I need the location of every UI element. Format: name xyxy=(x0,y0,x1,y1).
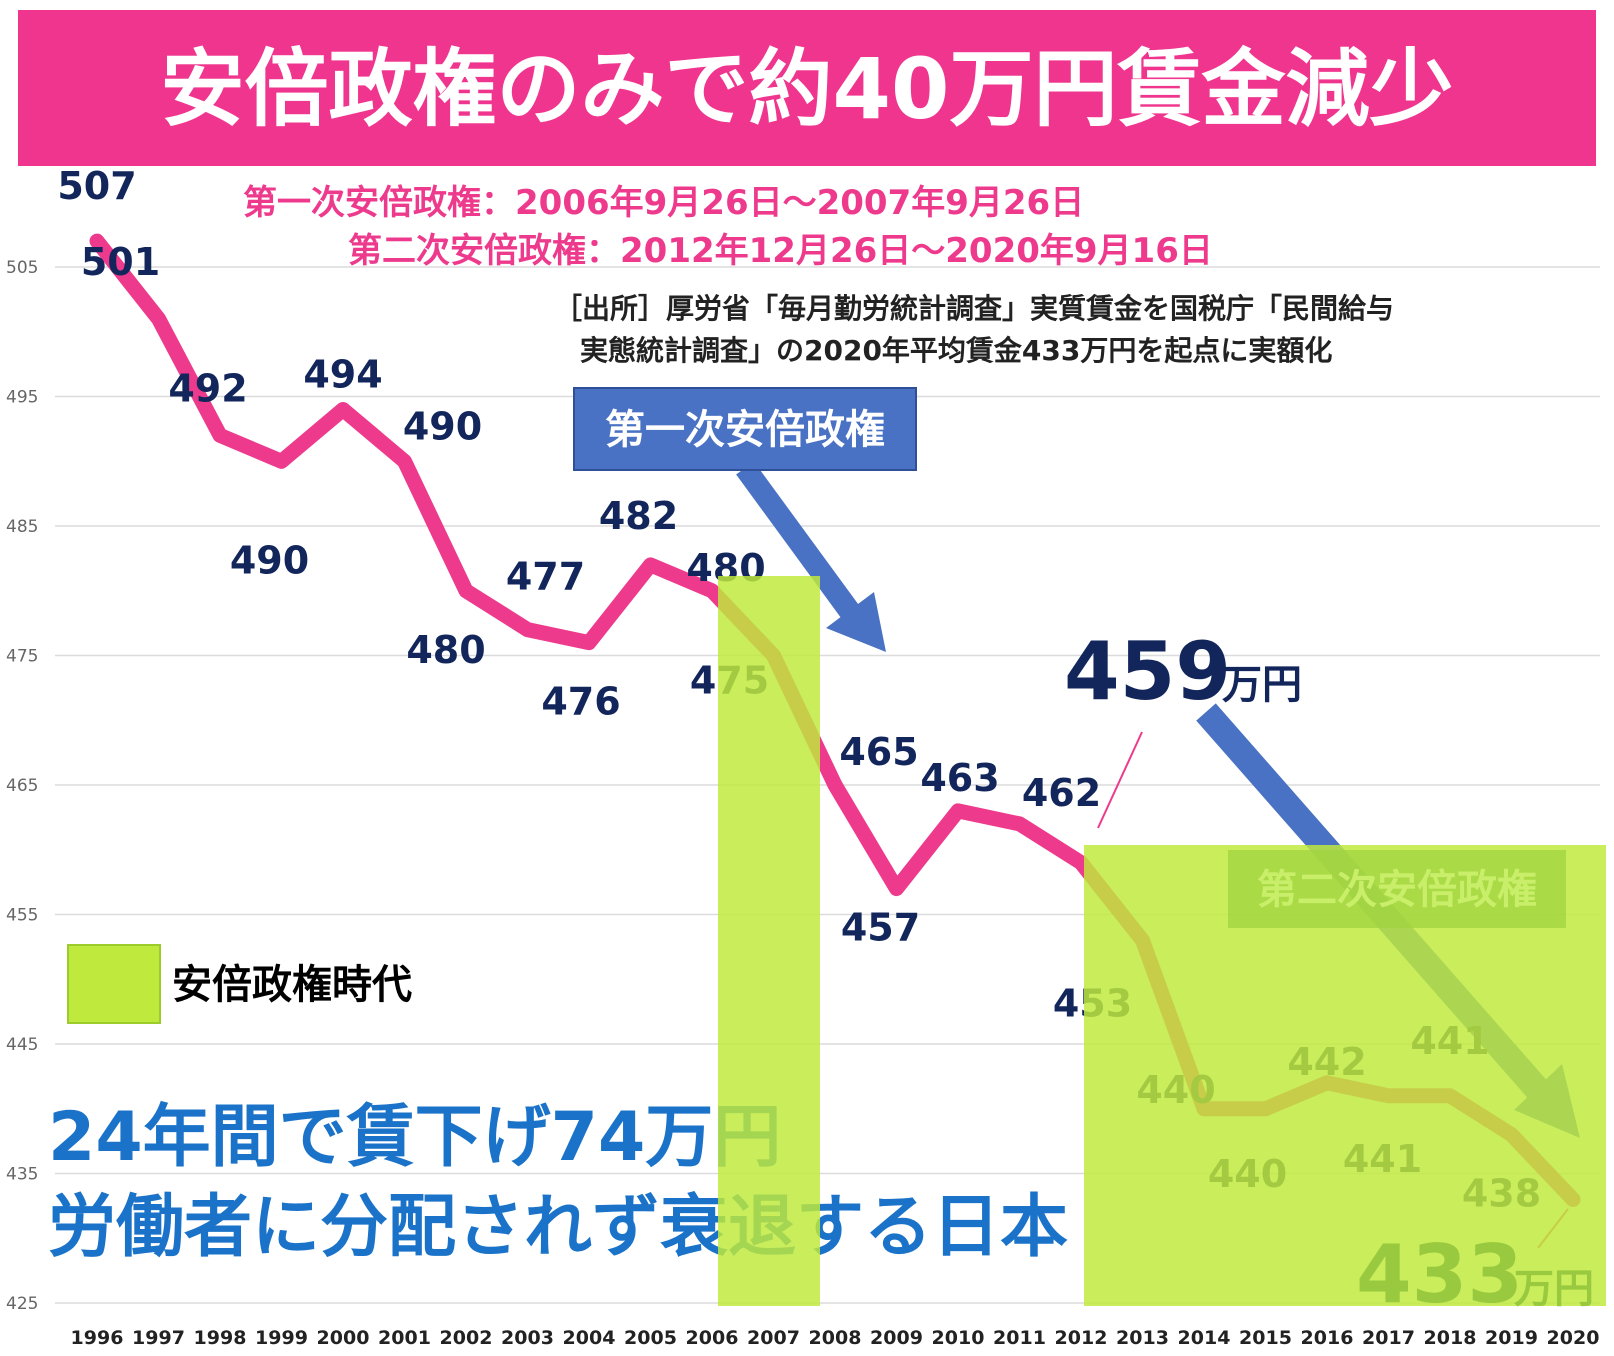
x-tick-label: 2011 xyxy=(993,1327,1046,1349)
x-tick-label: 2018 xyxy=(1424,1327,1477,1349)
x-tick-label: 2020 xyxy=(1547,1327,1600,1349)
x-tick-label: 2019 xyxy=(1485,1327,1538,1349)
data-label-1999: 490 xyxy=(230,538,309,582)
callout-2020-unit: 万円 xyxy=(1514,1266,1594,1312)
data-label-2008: 465 xyxy=(839,730,918,774)
y-tick-label: 455 xyxy=(6,906,38,926)
y-tick-label: 435 xyxy=(6,1165,38,1185)
x-tick-label: 2001 xyxy=(378,1327,431,1349)
x-tick-label: 2006 xyxy=(686,1327,739,1349)
first-period-label-box xyxy=(573,387,917,471)
data-label-1998: 492 xyxy=(168,366,247,410)
title-banner xyxy=(18,10,1596,166)
y-tick-label: 495 xyxy=(6,388,38,408)
data-label-2011: 462 xyxy=(1022,771,1101,815)
legend-label: 安倍政権時代 xyxy=(172,962,412,1008)
x-tick-label: 2014 xyxy=(1178,1327,1231,1349)
page-title: 安倍政権のみで約40万円賃金減少 xyxy=(161,40,1454,138)
data-label-2002: 480 xyxy=(406,628,485,672)
legend-swatch xyxy=(67,944,161,1024)
data-label-2000: 494 xyxy=(303,352,382,396)
y-tick-label: 505 xyxy=(6,258,38,278)
callout-2012-unit: 万円 xyxy=(1222,662,1302,708)
first-period-note: 第一次安倍政権：2006年9月26日～2007年9月26日 xyxy=(243,183,1084,223)
x-tick-label: 2015 xyxy=(1239,1327,1292,1349)
x-tick-label: 2008 xyxy=(809,1327,862,1349)
x-tick-label: 2003 xyxy=(501,1327,554,1349)
first-period-arrow xyxy=(736,461,886,652)
y-tick-label: 465 xyxy=(6,776,38,796)
data-label-2010: 463 xyxy=(920,756,999,800)
grid-lines xyxy=(55,266,1600,1304)
y-tick-label: 425 xyxy=(6,1294,38,1314)
x-tick-label: 2010 xyxy=(932,1327,985,1349)
data-label-1996: 507 xyxy=(57,164,136,208)
x-tick-label: 2016 xyxy=(1301,1327,1354,1349)
data-label-2009: 457 xyxy=(841,906,920,950)
y-tick-label: 485 xyxy=(6,517,38,537)
message-line-1: 24年間で賃下げ74万円 xyxy=(48,1098,781,1177)
x-tick-label: 2009 xyxy=(870,1327,923,1349)
x-tick-label: 2002 xyxy=(440,1327,493,1349)
y-tick-label: 475 xyxy=(6,647,38,667)
source-line-2: 実態統計調査」の2020年平均賃金433万円を起点に実額化 xyxy=(580,334,1332,367)
source-line-1: ［出所］厚労省「毎月勤労統計調査」実質賃金を国税庁「民間給与 xyxy=(554,292,1394,325)
data-label-2001: 490 xyxy=(403,404,482,448)
x-tick-label: 2000 xyxy=(317,1327,370,1349)
y-tick-label: 445 xyxy=(6,1035,38,1055)
pointer-2012 xyxy=(1097,731,1143,829)
data-label-1997: 501 xyxy=(81,240,160,284)
x-tick-label: 1998 xyxy=(194,1327,247,1349)
x-tick-label: 2013 xyxy=(1116,1327,1169,1349)
second-period-note: 第二次安倍政権：2012年12月26日～2020年9月16日 xyxy=(348,231,1213,271)
x-tick-label: 1997 xyxy=(132,1327,185,1349)
data-label-2003: 477 xyxy=(506,555,585,599)
callout-2020-value: 433 xyxy=(1356,1228,1523,1321)
x-tick-label: 2004 xyxy=(563,1327,616,1349)
second-period-label-box xyxy=(1228,850,1566,928)
message-line-2: 労働者に分配されず衰退する日本 xyxy=(48,1188,1068,1267)
x-tick-label: 2007 xyxy=(747,1327,800,1349)
x-tick-label: 2005 xyxy=(624,1327,677,1349)
y-axis-ticks: 425 435 445 455 465 475 485 495 505 xyxy=(6,258,38,1314)
first-period-label: 第一次安倍政権 xyxy=(605,407,885,453)
callout-2012-value: 459 xyxy=(1064,625,1231,718)
x-tick-label: 2012 xyxy=(1055,1327,1108,1349)
x-axis-ticks: 1996 1997 1998 1999 2000 2001 2002 2003 2004 2005… xyxy=(71,1327,1600,1349)
x-tick-label: 1999 xyxy=(255,1327,308,1349)
data-label-2004: 476 xyxy=(541,680,620,724)
x-tick-label: 1996 xyxy=(71,1327,124,1349)
x-tick-label: 2017 xyxy=(1362,1327,1415,1349)
first-period-highlight xyxy=(718,576,820,1306)
data-label-2005: 482 xyxy=(599,494,678,538)
second-period-label: 第二次安倍政権 xyxy=(1257,867,1537,913)
